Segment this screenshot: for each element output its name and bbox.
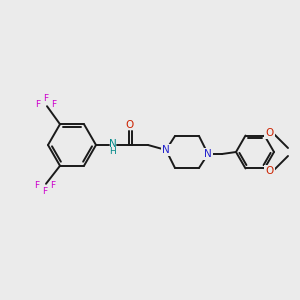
Text: F: F [44,94,49,103]
Text: F: F [50,181,56,190]
Text: F: F [34,181,40,190]
Text: F: F [51,100,57,109]
Text: O: O [266,167,274,176]
Text: N: N [204,149,212,159]
Text: F: F [35,100,40,109]
Text: H: H [110,146,116,155]
Text: N: N [109,139,117,149]
Text: F: F [42,187,48,196]
Text: O: O [266,128,274,137]
Text: O: O [126,120,134,130]
Text: N: N [162,145,170,155]
